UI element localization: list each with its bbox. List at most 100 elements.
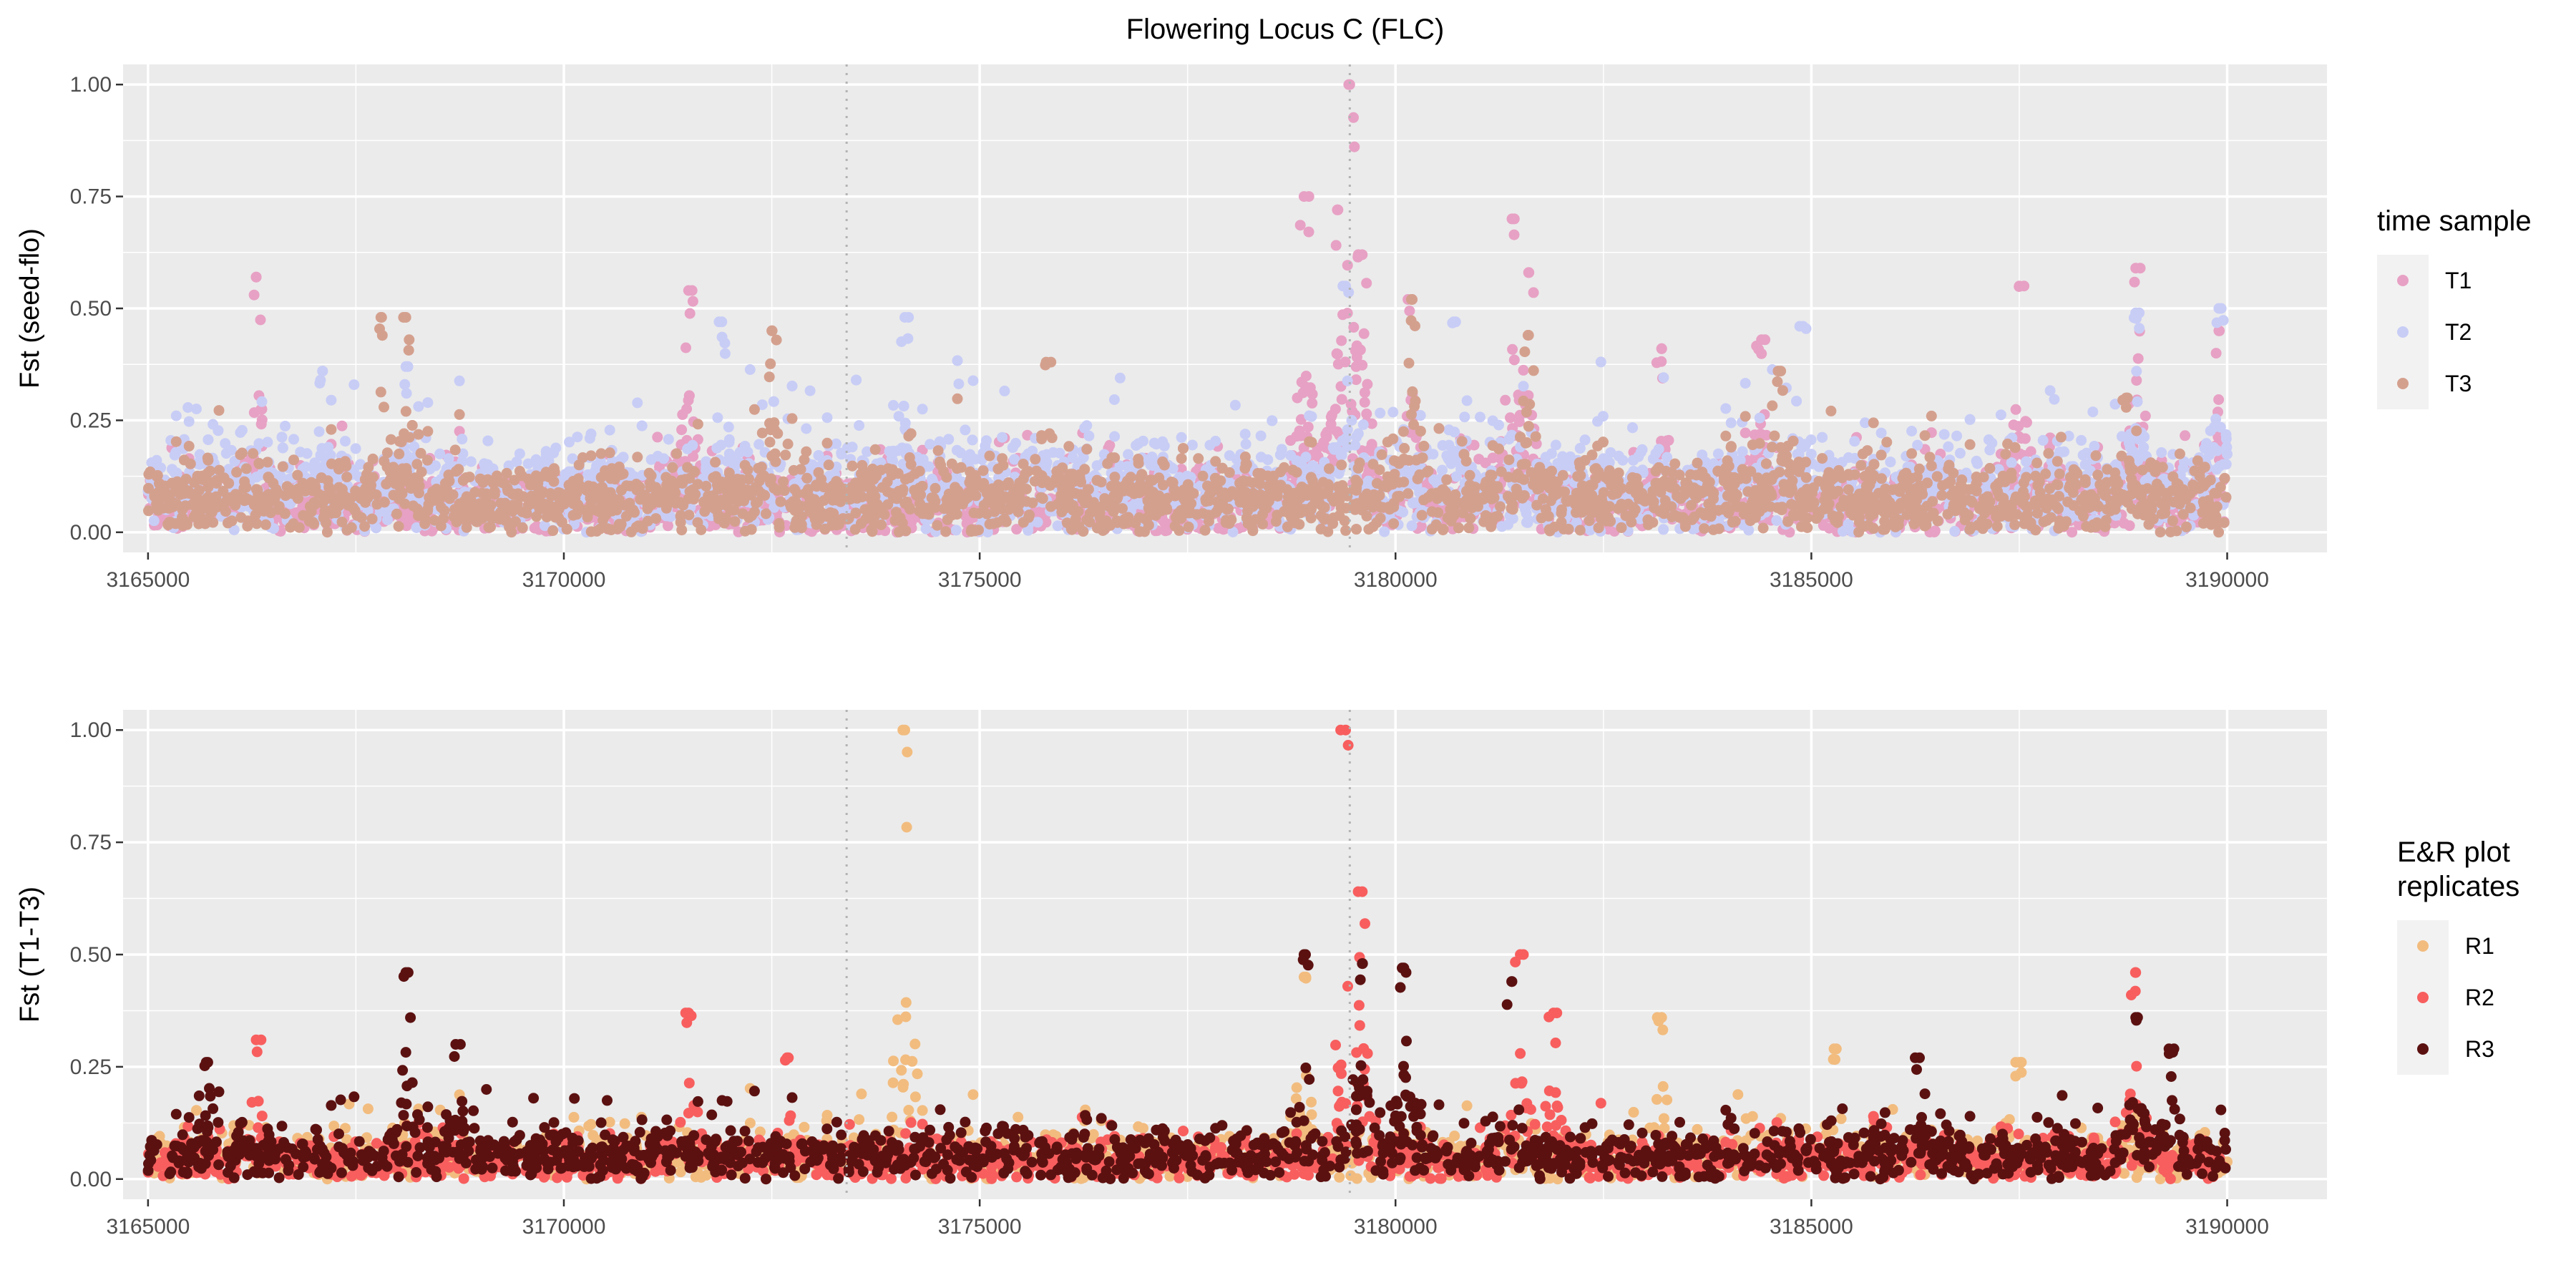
point-t2 (313, 426, 325, 437)
point-t2 (854, 420, 865, 431)
point-t2 (950, 525, 962, 536)
point-t2 (967, 434, 978, 446)
point-t2 (1943, 441, 1954, 452)
point-t2 (899, 417, 911, 429)
point-t1 (677, 409, 688, 420)
point-t2 (1487, 415, 1498, 426)
point-t2 (981, 435, 992, 447)
point-t2 (434, 448, 446, 459)
point-t2 (457, 434, 468, 445)
point-t2 (2059, 446, 2070, 457)
point-t2 (1720, 403, 1732, 414)
point-t1 (1351, 351, 1362, 363)
point-t2 (687, 439, 698, 451)
peak-point-t1 (1330, 240, 1342, 251)
point-t1 (676, 424, 688, 436)
peak-point-t1 (1361, 278, 1372, 289)
point-t2 (1906, 426, 1918, 436)
point-t2 (1109, 431, 1121, 442)
point-t1 (1359, 387, 1370, 399)
point-t2 (821, 412, 833, 424)
point-t1 (336, 420, 348, 431)
point-t1 (2119, 517, 2129, 529)
peak-point-t1 (1656, 343, 1667, 354)
point-t1 (2010, 404, 2021, 415)
peak-point-t1 (2129, 276, 2140, 288)
point-t1 (1348, 321, 1360, 333)
point-t2 (2132, 396, 2143, 407)
point-t1 (683, 390, 695, 401)
point-t1 (1331, 348, 1342, 359)
point-t2 (632, 397, 643, 409)
point-t2 (2131, 366, 2142, 377)
point-t2 (1204, 439, 1216, 451)
point-t2 (1949, 526, 1961, 537)
point-t1 (1342, 260, 1353, 271)
point-t1 (1351, 340, 1362, 351)
point-t2 (1300, 452, 1312, 463)
point-t2 (712, 412, 723, 424)
peak-point-t1 (2014, 280, 2025, 292)
point-t2 (953, 379, 965, 389)
point-t2 (422, 397, 434, 409)
point-t1 (1336, 394, 1347, 405)
point-t2 (1754, 412, 1765, 424)
point-t1 (1160, 525, 1171, 537)
point-t1 (1302, 421, 1314, 433)
peak-point-t1 (255, 314, 266, 326)
peak-point-t1 (1303, 226, 1314, 238)
point-t2 (1951, 430, 1963, 441)
point-t2 (2138, 441, 2150, 453)
point-t1 (1294, 425, 1305, 436)
peak-point-t1 (1753, 343, 1765, 355)
point-t2 (1938, 429, 1950, 440)
point-t1 (1300, 381, 1312, 393)
point-t2 (1459, 411, 1470, 423)
point-t2 (917, 404, 928, 415)
point-t1 (1300, 371, 1312, 381)
point-t2 (1052, 520, 1063, 532)
peak-point-t1 (2130, 263, 2142, 274)
point-t2 (1658, 372, 1669, 384)
point-t2 (2076, 434, 2087, 446)
point-t2 (2037, 434, 2049, 446)
peak-point-t1 (687, 296, 698, 307)
point-t2 (1186, 439, 1198, 451)
peak-point-t1 (1344, 79, 1355, 90)
point-t1 (2019, 433, 2031, 444)
point-t2 (1428, 449, 1439, 460)
point-t1 (652, 431, 663, 443)
point-t2 (548, 447, 560, 459)
point-t2 (301, 448, 313, 459)
point-t1 (1361, 408, 1372, 419)
point-t1 (1507, 343, 1518, 355)
point-t2 (804, 385, 816, 396)
point-t2 (1995, 409, 2006, 421)
peak-point-t1 (1358, 328, 1370, 339)
point-t2 (2021, 456, 2032, 467)
point-t2 (1875, 427, 1887, 439)
peak-point-t1 (1298, 191, 1309, 203)
peak-point-t1 (684, 308, 696, 319)
peak-point-t1 (1756, 334, 1767, 346)
point-t2 (1550, 439, 1561, 451)
point-t2 (326, 394, 337, 406)
point-t2 (744, 364, 756, 375)
point-t2 (413, 401, 424, 412)
point-t2 (1224, 450, 1235, 462)
point-t2 (183, 416, 195, 427)
point-t1 (1740, 427, 1751, 439)
point-t2 (2177, 462, 2189, 474)
point-t1 (2213, 394, 2225, 405)
peak-point-t1 (2132, 353, 2144, 364)
point-t1 (1345, 399, 1357, 410)
point-t2 (1503, 519, 1513, 530)
peak-point-t1 (248, 289, 260, 301)
point-t2 (340, 436, 351, 447)
point-t2 (967, 375, 979, 386)
point-t1 (2140, 410, 2151, 421)
peak-point-t1 (1523, 267, 1534, 278)
point-t2 (1379, 526, 1390, 537)
data-points (142, 79, 2233, 538)
